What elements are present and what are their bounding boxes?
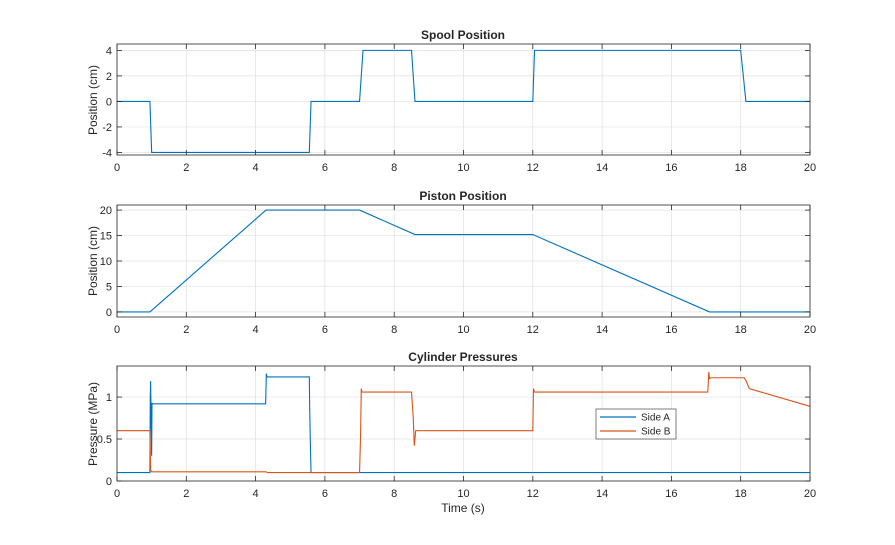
legend-label-side-b: Side B xyxy=(641,427,671,438)
piston-ytick-label: 20 xyxy=(100,205,112,217)
spool-ytick-label: -2 xyxy=(102,122,112,134)
pressure-xtick-label: 0 xyxy=(114,488,120,500)
cylinder-pressures-axes: Cylinder Pressures Pressure (MPa) Time (… xyxy=(86,350,816,515)
pressure-xtick-label: 14 xyxy=(596,488,608,500)
legend-box xyxy=(595,408,677,440)
pressure-xtick-label: 10 xyxy=(457,488,469,500)
spool-xtick-label: 12 xyxy=(527,162,539,174)
pressure-legend: Side A Side B xyxy=(595,408,677,440)
pressure-series-side-a-line xyxy=(117,373,810,474)
cylinder-pressures-title: Cylinder Pressures xyxy=(408,350,518,364)
spool-ytick-label: 4 xyxy=(106,45,112,57)
pressure-xtick-label: 4 xyxy=(253,488,259,500)
spool-position-title: Spool Position xyxy=(421,28,505,42)
pressure-xtick-label: 2 xyxy=(183,488,189,500)
spool-xtick-label: 6 xyxy=(322,162,328,174)
piston-xtick-label: 6 xyxy=(322,324,328,336)
cylinder-pressures-ylabel: Pressure (MPa) xyxy=(86,382,100,466)
spool-position-axes: Spool Position Position (cm) 0 2 4 6 8 10 12 14… xyxy=(86,28,816,174)
piston-ytick-label: 5 xyxy=(106,281,112,293)
piston-xtick-label: 2 xyxy=(183,324,189,336)
pressure-xtick-label: 18 xyxy=(735,488,747,500)
pressure-xtick-label: 20 xyxy=(804,488,816,500)
spool-xtick-label: 16 xyxy=(665,162,677,174)
spool-xtick-label: 2 xyxy=(183,162,189,174)
spool-ytick-label: -4 xyxy=(102,147,112,159)
piston-xtick-label: 4 xyxy=(253,324,259,336)
spool-position-ylabel: Position (cm) xyxy=(86,65,100,135)
piston-position-title: Piston Position xyxy=(419,189,506,203)
piston-position-ylabel: Position (cm) xyxy=(86,226,100,296)
piston-xtick-label: 0 xyxy=(114,324,120,336)
spool-series-spool-line xyxy=(117,49,810,153)
legend-label-side-a: Side A xyxy=(641,413,670,424)
pressure-ytick-label: 0 xyxy=(106,476,112,488)
piston-ytick-label: 0 xyxy=(106,307,112,319)
piston-xtick-label: 14 xyxy=(596,324,608,336)
piston-series-piston-line xyxy=(117,209,810,313)
spool-xtick-label: 10 xyxy=(457,162,469,174)
spool-xtick-label: 8 xyxy=(391,162,397,174)
pressure-xtick-label: 12 xyxy=(527,488,539,500)
pressure-xtick-label: 8 xyxy=(391,488,397,500)
spool-ytick-label: 0 xyxy=(106,96,112,108)
spool-xtick-label: 20 xyxy=(804,162,816,174)
spool-xtick-label: 0 xyxy=(114,162,120,174)
piston-xtick-label: 10 xyxy=(457,324,469,336)
spool-xtick-label: 18 xyxy=(735,162,747,174)
piston-ytick-label: 10 xyxy=(100,256,112,268)
piston-xtick-label: 8 xyxy=(391,324,397,336)
spool-xtick-label: 14 xyxy=(596,162,608,174)
pressure-series-side-b-line xyxy=(117,371,811,474)
time-xlabel: Time (s) xyxy=(441,501,485,515)
pressure-xtick-label: 16 xyxy=(665,488,677,500)
pressure-ytick-label: 0.5 xyxy=(97,434,112,446)
piston-xtick-label: 16 xyxy=(665,324,677,336)
pressure-ytick-label: 1 xyxy=(106,392,112,404)
piston-position-axes: Piston Position Position (cm) 0 2 4 6 8 10 12 1… xyxy=(86,189,816,336)
piston-xtick-label: 18 xyxy=(735,324,747,336)
spool-ytick-label: 2 xyxy=(106,71,112,83)
pressure-xtick-label: 6 xyxy=(322,488,328,500)
piston-ytick-label: 15 xyxy=(100,231,112,243)
piston-xtick-label: 20 xyxy=(804,324,816,336)
piston-xtick-label: 12 xyxy=(527,324,539,336)
spool-xtick-label: 4 xyxy=(253,162,259,174)
